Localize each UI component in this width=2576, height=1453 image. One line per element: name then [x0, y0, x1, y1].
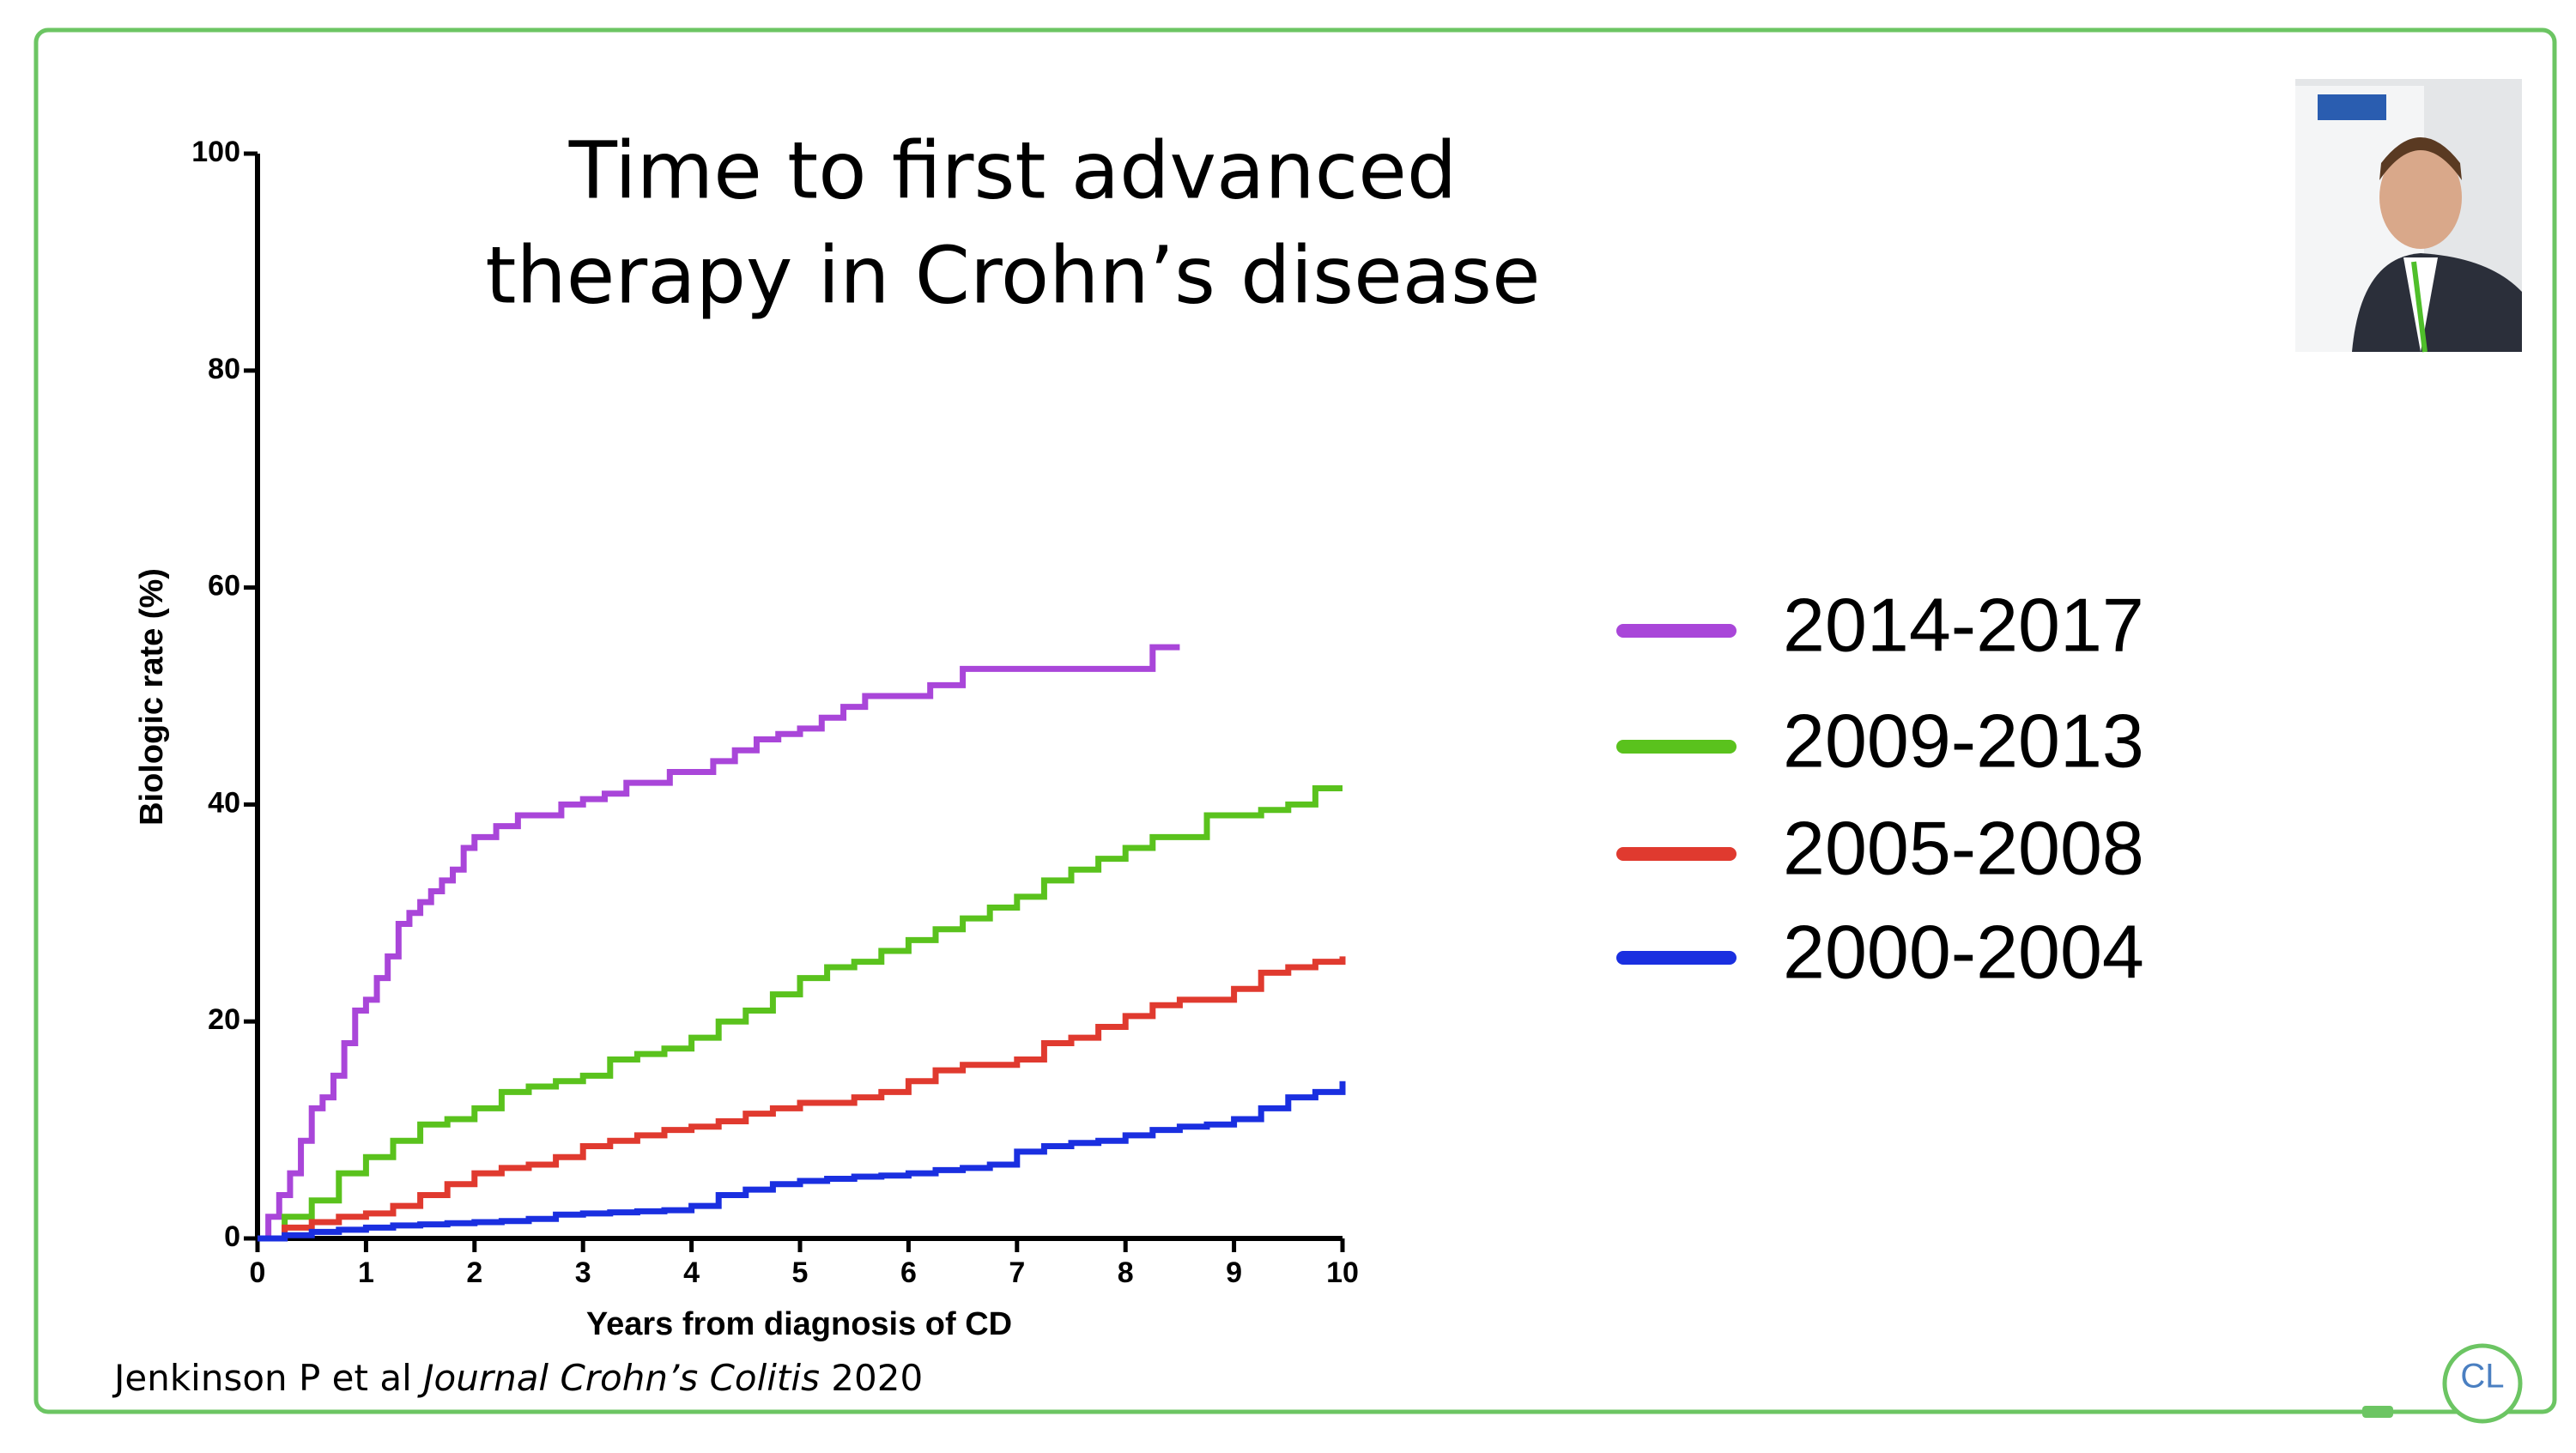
legend-label: 2005-2008 — [1783, 805, 2144, 890]
logo: CL — [2362, 1343, 2523, 1424]
y-tick-label: 20 — [208, 1003, 240, 1036]
legend-label: 2009-2013 — [1783, 698, 2144, 783]
citation-journal: Journal Crohn’s Colitis — [417, 1357, 820, 1399]
y-tick-label: 40 — [208, 786, 240, 819]
slide-border — [33, 27, 2557, 1414]
chart-title: Time to first advanced — [568, 124, 1458, 216]
x-axis-title: Years from diagnosis of CD — [586, 1306, 1012, 1342]
y-tick-label: 80 — [208, 353, 240, 385]
citation: Jenkinson P et al Journal Crohn’s Coliti… — [112, 1357, 923, 1399]
x-tick-label: 8 — [1118, 1256, 1134, 1289]
series-line — [258, 784, 1343, 1242]
x-tick-label: 0 — [250, 1256, 266, 1289]
plot: 0 20 40 60 80 100 0 1 2 3 4 5 6 7 8 9 10 2014-2017 2009-20… — [191, 136, 2144, 1289]
x-tick-label: 10 — [1326, 1256, 1359, 1289]
series-line — [258, 644, 1180, 1242]
x-tick-label: 9 — [1226, 1256, 1242, 1289]
series-line — [258, 956, 1346, 1242]
speaker-photo — [2295, 79, 2522, 353]
x-tick-label: 5 — [792, 1256, 809, 1289]
series-line — [258, 1081, 1346, 1242]
y-tick-label: 60 — [208, 570, 240, 602]
y-axis-title: Biologic rate (%) — [134, 568, 170, 826]
y-tick-label: 100 — [191, 136, 240, 168]
legend-label: 2014-2017 — [1783, 582, 2144, 667]
y-tick-label: 0 — [224, 1220, 240, 1253]
legend-label: 2000-2004 — [1783, 909, 2144, 994]
x-tick-label: 1 — [358, 1256, 374, 1289]
chart-title: therapy in Crohn’s disease — [485, 229, 1540, 321]
x-tick-label: 6 — [900, 1256, 917, 1289]
x-tick-label: 3 — [575, 1256, 591, 1289]
x-tick-label: 4 — [683, 1256, 700, 1289]
x-tick-label: 2 — [466, 1256, 482, 1289]
citation-year: 2020 — [820, 1357, 923, 1399]
citation-authors: Jenkinson P et al — [112, 1357, 423, 1399]
logo-text: CL — [2460, 1358, 2504, 1395]
x-tick-label: 7 — [1009, 1256, 1025, 1289]
